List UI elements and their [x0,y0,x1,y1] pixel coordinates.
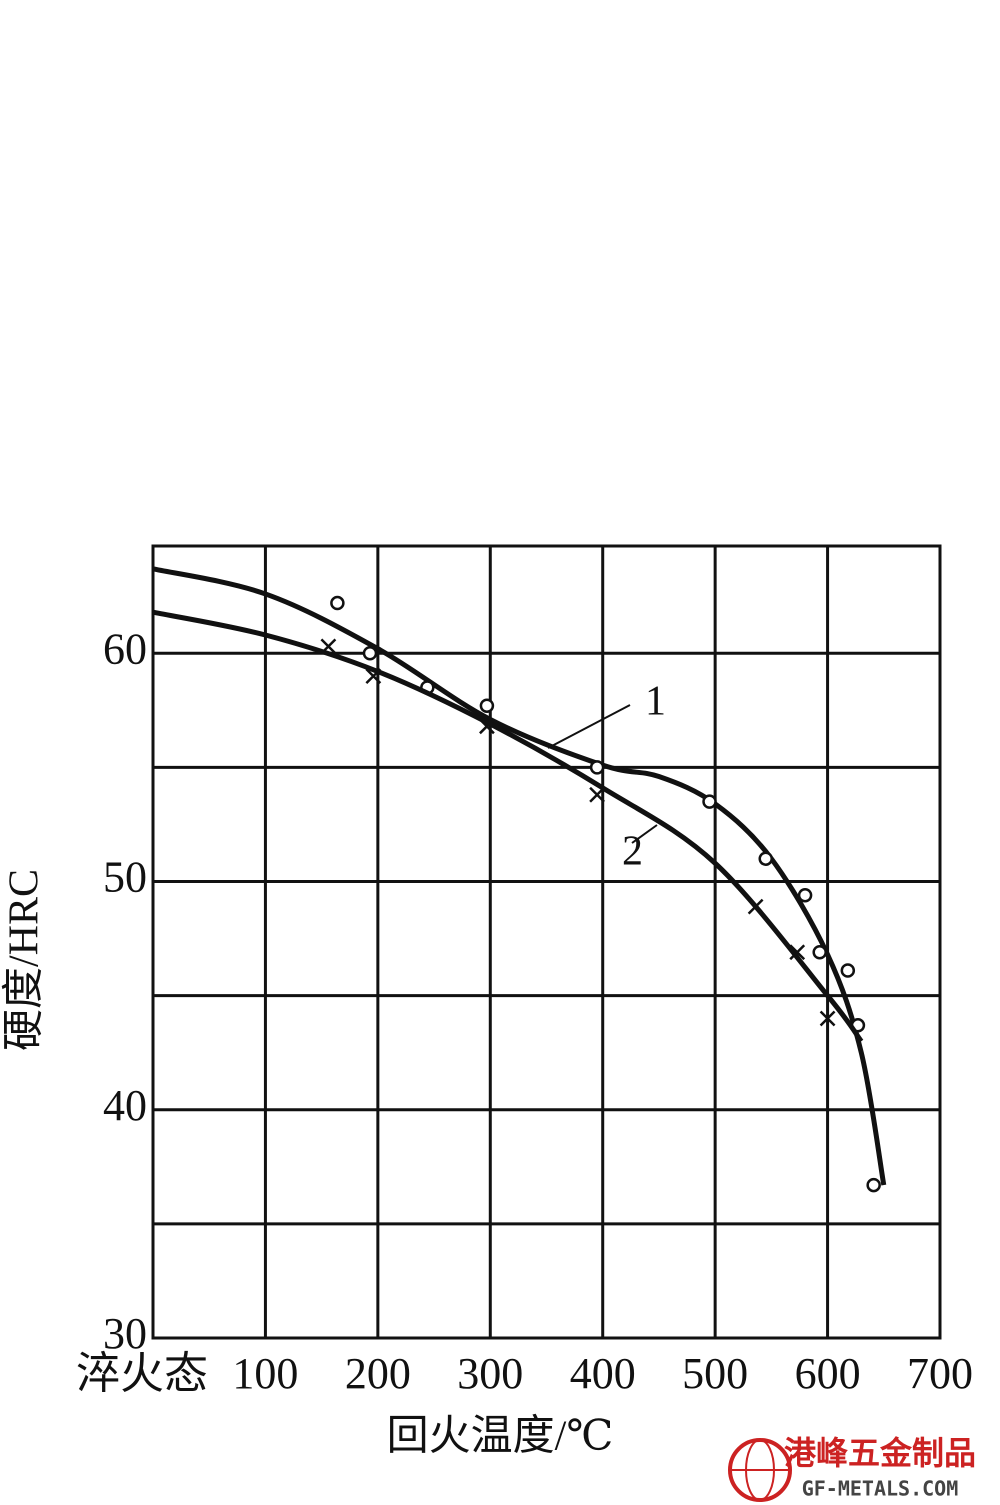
data-point [758,851,773,866]
y-tick-label: 30 [103,1309,147,1358]
data-point [362,646,378,661]
plot-border [151,544,942,1340]
data-point [479,718,495,735]
data-point [747,898,764,915]
x-tick-label: 300 [457,1349,523,1398]
x-tick-label: 500 [682,1349,748,1398]
curve [152,609,864,1043]
y-tick-label: 40 [103,1081,147,1130]
data-point [789,944,806,961]
data-point [840,963,856,978]
y-axis-label: 硬度/HRC [2,869,48,1051]
y-tick-label: 50 [103,853,147,902]
watermark-text: 港峰五金制品 [784,1434,976,1472]
curve [152,566,887,1186]
data-point [330,595,345,611]
x-axis-label: 回火温度/℃ [387,1414,614,1460]
data-point [365,668,382,684]
data-point [479,698,495,714]
watermark-url: GF-METALS.COM [802,1477,959,1501]
x-tick-label: 200 [345,1349,411,1398]
series-label: 2 [622,829,643,875]
data-point [819,1010,836,1027]
x-tick-label: 400 [570,1349,636,1398]
data-point [812,945,827,960]
data-point [866,1177,881,1193]
y-tick-label: 60 [103,624,147,673]
data-point [702,794,717,809]
watermark: 港峰五金制品 GF-METALS.COM [728,1434,976,1502]
label-leader [547,704,631,749]
data-point [797,887,813,903]
data-point [589,786,605,803]
label-leader [631,824,658,844]
data-point [589,760,605,775]
series-label: 1 [645,679,666,725]
x-tick-label: 100 [232,1349,298,1398]
x-tick-label: 600 [795,1349,861,1398]
x-tick-label: 淬火态 [76,1349,208,1398]
data-point [320,638,337,655]
x-tick-label: 700 [907,1349,973,1398]
